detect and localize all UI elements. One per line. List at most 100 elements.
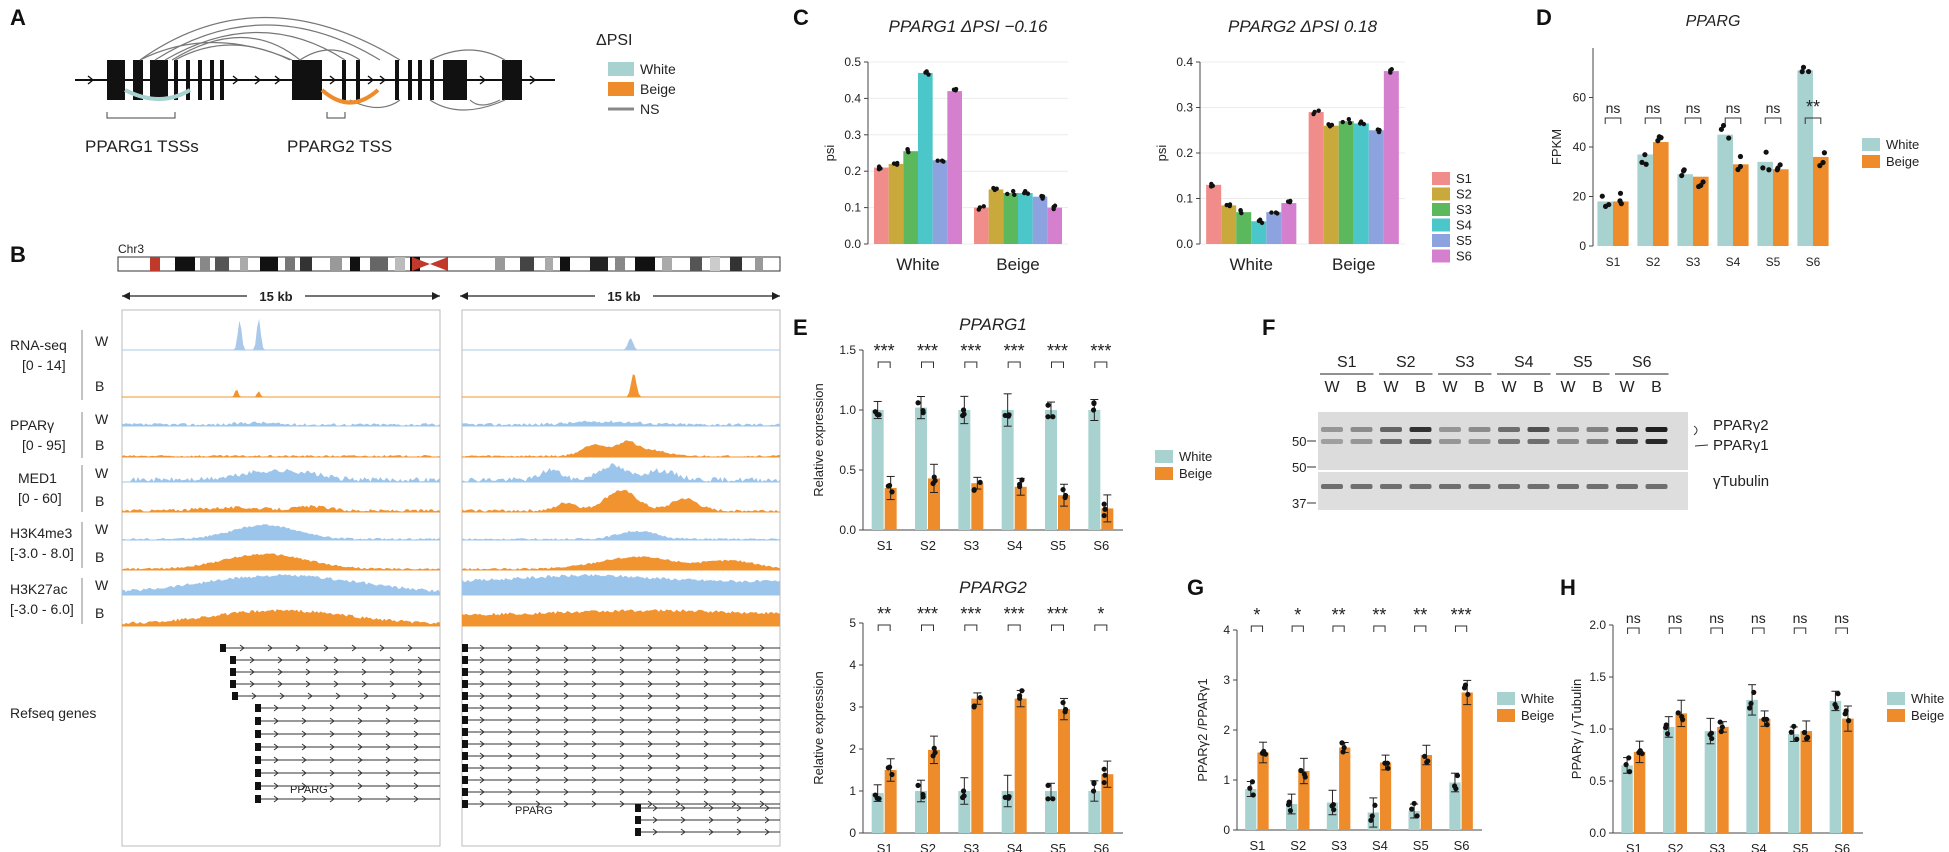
x-tick-label: S6 (1806, 255, 1821, 269)
legend-label: Beige (1179, 466, 1212, 481)
y-axis-label: Relative expression (811, 383, 826, 496)
data-point (1663, 722, 1669, 728)
transcript-exon (220, 644, 226, 652)
panel-f-western-blot: W B W B W B W B W B W BS1 S2 S3 S4 S5 S6 50 50 37 PPARγ2… (1292, 354, 1769, 511)
significance-label: * (1253, 605, 1260, 625)
data-point (1388, 70, 1393, 75)
chromosome-ideogram (117, 256, 781, 272)
transcript-chevron (563, 716, 569, 724)
chart-title: PPARG2 (959, 578, 1027, 597)
transcript-chevron (413, 704, 419, 712)
data-point (1805, 734, 1811, 740)
transcript-chevron (731, 800, 737, 808)
transcript-chevron (703, 680, 709, 688)
sample-label: S6 (1632, 354, 1652, 371)
transcript-chevron (619, 704, 625, 712)
y-tick-label: 1.5 (1589, 670, 1606, 684)
x-tick-label: S3 (1331, 838, 1347, 852)
band-ppary2 (1616, 427, 1638, 432)
y-tick-label: 4 (1223, 623, 1230, 637)
transcript-chevron (357, 717, 363, 725)
signal-area (122, 553, 440, 570)
y-tick-label: 1.0 (839, 403, 856, 417)
x-tick-label: S2 (920, 841, 936, 852)
significance-label: ns (1726, 100, 1741, 116)
data-point (971, 487, 977, 493)
significance-label: ** (877, 604, 891, 624)
transcript-chevron (535, 644, 541, 652)
legend-swatch (1432, 203, 1450, 216)
x-tick-label: Beige (1332, 255, 1375, 274)
band-tubulin (1586, 484, 1609, 489)
data-point (1050, 414, 1056, 420)
significance-bracket (1752, 627, 1765, 634)
transcript-exon (635, 804, 641, 812)
bar-beige-s2 (1653, 142, 1669, 246)
y-tick-label: 0.3 (844, 128, 861, 142)
transcript-chevron (675, 788, 681, 796)
ideogram-band (285, 257, 295, 271)
transcript-chevron (591, 668, 597, 676)
transcript-chevron (759, 692, 765, 700)
data-point (1275, 211, 1280, 216)
transcript-chevron (357, 769, 363, 777)
bar-white-s1 (871, 793, 884, 833)
data-point (1422, 753, 1428, 759)
band-tubulin (1468, 484, 1491, 489)
transcript-chevron (357, 782, 363, 790)
transcript-chevron (591, 776, 597, 784)
transcript-chevron (479, 716, 485, 724)
signal-area (122, 318, 440, 350)
significance-bracket (921, 361, 934, 368)
significance-label: ** (1413, 605, 1427, 625)
bar-beige-s5 (1058, 495, 1070, 530)
data-point (1017, 483, 1023, 490)
data-point (1101, 512, 1107, 519)
bar-beige-s4 (1379, 762, 1392, 830)
transcript-chevron (417, 680, 423, 688)
significance-bracket (1627, 627, 1640, 634)
bar-white-s5 (1757, 161, 1773, 246)
significance-label: ns (1646, 100, 1661, 116)
transcript-exon (255, 795, 261, 803)
x-tick-label: S3 (1686, 255, 1701, 269)
significance-bracket (1414, 625, 1427, 632)
chart-h-tubulin-ratio: 0.0 0.5 1.0 1.5 2.0 PPARγ / γTubulin S1 ns S2 ns S… (1569, 610, 1944, 852)
transcript-chevron (535, 728, 541, 736)
transcript-chevron (731, 656, 737, 664)
transcript-chevron (675, 728, 681, 736)
bar-beige-s1 (1633, 751, 1646, 833)
significance-label: ** (1332, 605, 1346, 625)
transcript-chevron (563, 776, 569, 784)
legend-label: S3 (1456, 202, 1472, 217)
transcript-chevron (731, 788, 737, 796)
transcript-chevron (619, 680, 625, 688)
bar-s6-white (947, 91, 962, 245)
refseq-label: Refseq genes (10, 705, 96, 721)
browser-frame-right (461, 309, 781, 847)
chart-title: PPARG2 ΔPSI 0.18 (1228, 17, 1378, 36)
y-tick-label: 0.1 (844, 201, 861, 215)
bar-s1-beige (1308, 112, 1324, 244)
transcript-chevron (563, 764, 569, 772)
band-tubulin (1380, 484, 1402, 489)
band-ppary2 (1557, 427, 1579, 432)
ideogram-band (730, 257, 742, 271)
transcript-chevron (507, 668, 513, 676)
data-point (1091, 780, 1097, 786)
data-point (1794, 736, 1800, 742)
data-point (1372, 802, 1378, 808)
panel-label-a: A (10, 5, 26, 30)
data-point (981, 204, 986, 209)
bar-beige-s5 (1800, 731, 1812, 833)
transcript-chevron (479, 764, 485, 772)
significance-label: ns (1709, 610, 1724, 626)
transcript-chevron (535, 788, 541, 796)
legend-label: S2 (1456, 187, 1472, 202)
transcript-chevron (759, 752, 765, 760)
signal-area (462, 489, 780, 512)
ideogram-band (350, 257, 360, 271)
transcript-exon (462, 740, 468, 748)
bar-white-s6 (1088, 410, 1101, 530)
